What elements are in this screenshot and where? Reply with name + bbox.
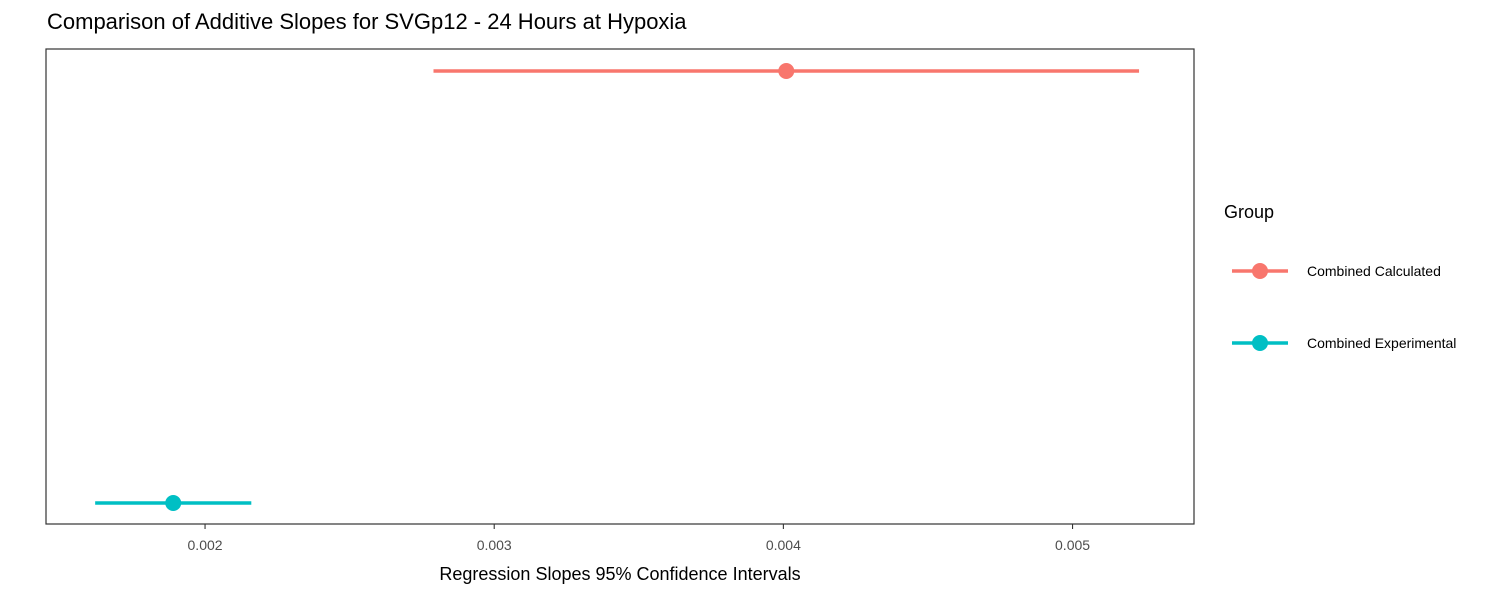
legend-key-point: [1252, 263, 1268, 279]
estimate-point: [778, 63, 795, 79]
legend-key-point: [1252, 335, 1268, 351]
chart-title: Comparison of Additive Slopes for SVGp12…: [47, 9, 687, 34]
series-group: [95, 63, 1140, 511]
legend-label: Combined Calculated: [1307, 263, 1441, 279]
legend-title: Group: [1224, 202, 1274, 222]
x-axis-title: Regression Slopes 95% Confidence Interva…: [439, 564, 800, 584]
plot-panel-border: [45, 48, 1195, 525]
x-axis-ticks: 0.002 0.003 0.004 0.005: [188, 524, 1090, 553]
legend: Combined Calculated Combined Experimental: [1232, 263, 1456, 351]
x-tick-label: 0.002: [188, 537, 223, 553]
legend-label: Combined Experimental: [1307, 335, 1456, 351]
x-tick-label: 0.004: [766, 537, 801, 553]
x-tick-label: 0.003: [477, 537, 512, 553]
estimate-point: [165, 495, 182, 511]
x-tick-label: 0.005: [1055, 537, 1090, 553]
